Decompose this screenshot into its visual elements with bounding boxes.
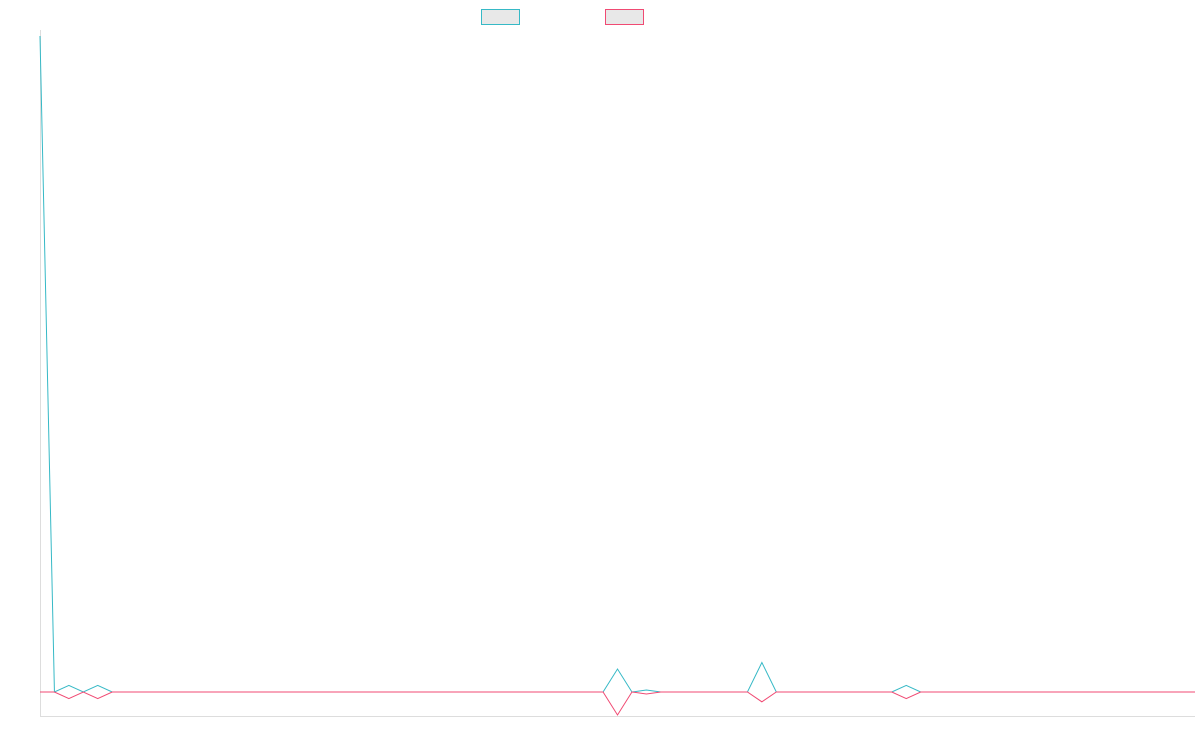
- series-2-line: [40, 691, 1195, 716]
- series-layer: [39, 35, 1195, 716]
- series-1-line: [39, 35, 1195, 693]
- legend-swatch-series-2[interactable]: [605, 9, 644, 25]
- legend-swatch-series-1[interactable]: [481, 9, 520, 25]
